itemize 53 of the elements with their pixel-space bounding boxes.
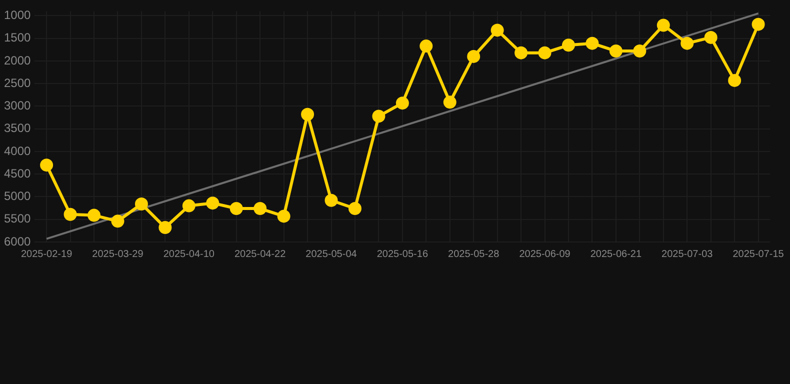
point xyxy=(562,38,575,52)
y-tick-label: 1500 xyxy=(4,30,32,45)
y-tick-label: 1000 xyxy=(4,8,32,22)
y-tick-label: 3000 xyxy=(4,98,32,113)
x-tick-label: 2025-05-04 xyxy=(306,248,358,260)
point xyxy=(680,36,694,50)
point xyxy=(586,36,599,50)
x-tick-label: 2025-05-28 xyxy=(448,248,500,260)
point xyxy=(443,96,456,109)
point xyxy=(633,44,646,58)
x-tick-label: 2025-06-09 xyxy=(519,248,571,260)
point xyxy=(64,208,77,221)
y-tick-label: 4500 xyxy=(4,166,32,180)
point xyxy=(396,96,409,110)
y-tick-label: 2500 xyxy=(4,76,32,90)
x-tick-label: 2025-07-15 xyxy=(732,248,784,260)
x-tick-label: 2025-04-10 xyxy=(163,248,215,260)
point xyxy=(372,110,386,123)
point xyxy=(324,194,338,207)
point xyxy=(514,46,528,60)
point xyxy=(656,18,670,32)
point xyxy=(88,208,101,222)
point xyxy=(609,44,622,58)
point xyxy=(538,46,552,60)
x-tick-label: 2025-02-19 xyxy=(20,248,73,260)
point xyxy=(230,202,243,216)
y-tick-label: 5000 xyxy=(4,189,32,204)
y-tick-label: 3500 xyxy=(4,121,32,136)
y-tick-label: 5500 xyxy=(4,212,32,226)
y-tick-label: 4000 xyxy=(4,144,32,158)
point xyxy=(420,40,433,53)
point xyxy=(704,30,718,44)
point xyxy=(348,202,362,216)
y-tick-label: 6000 xyxy=(4,234,32,248)
point xyxy=(111,214,124,228)
point xyxy=(182,199,196,212)
x-tick-label: 2025-04-22 xyxy=(234,248,286,260)
point xyxy=(301,108,314,121)
point xyxy=(752,18,765,31)
x-tick-label: 2025-07-03 xyxy=(662,248,714,260)
point xyxy=(728,74,742,87)
point xyxy=(158,221,172,234)
y-tick-label: 2000 xyxy=(4,53,32,68)
point xyxy=(467,50,480,63)
point xyxy=(40,158,54,172)
point xyxy=(134,197,148,210)
x-tick-label: 2025-03-29 xyxy=(92,248,144,260)
x-tick-label: 2025-06-21 xyxy=(590,248,642,260)
x-tick-label: 2025-05-16 xyxy=(376,248,428,260)
point xyxy=(206,196,220,210)
point xyxy=(254,202,267,216)
point xyxy=(490,24,504,37)
point xyxy=(277,210,290,223)
